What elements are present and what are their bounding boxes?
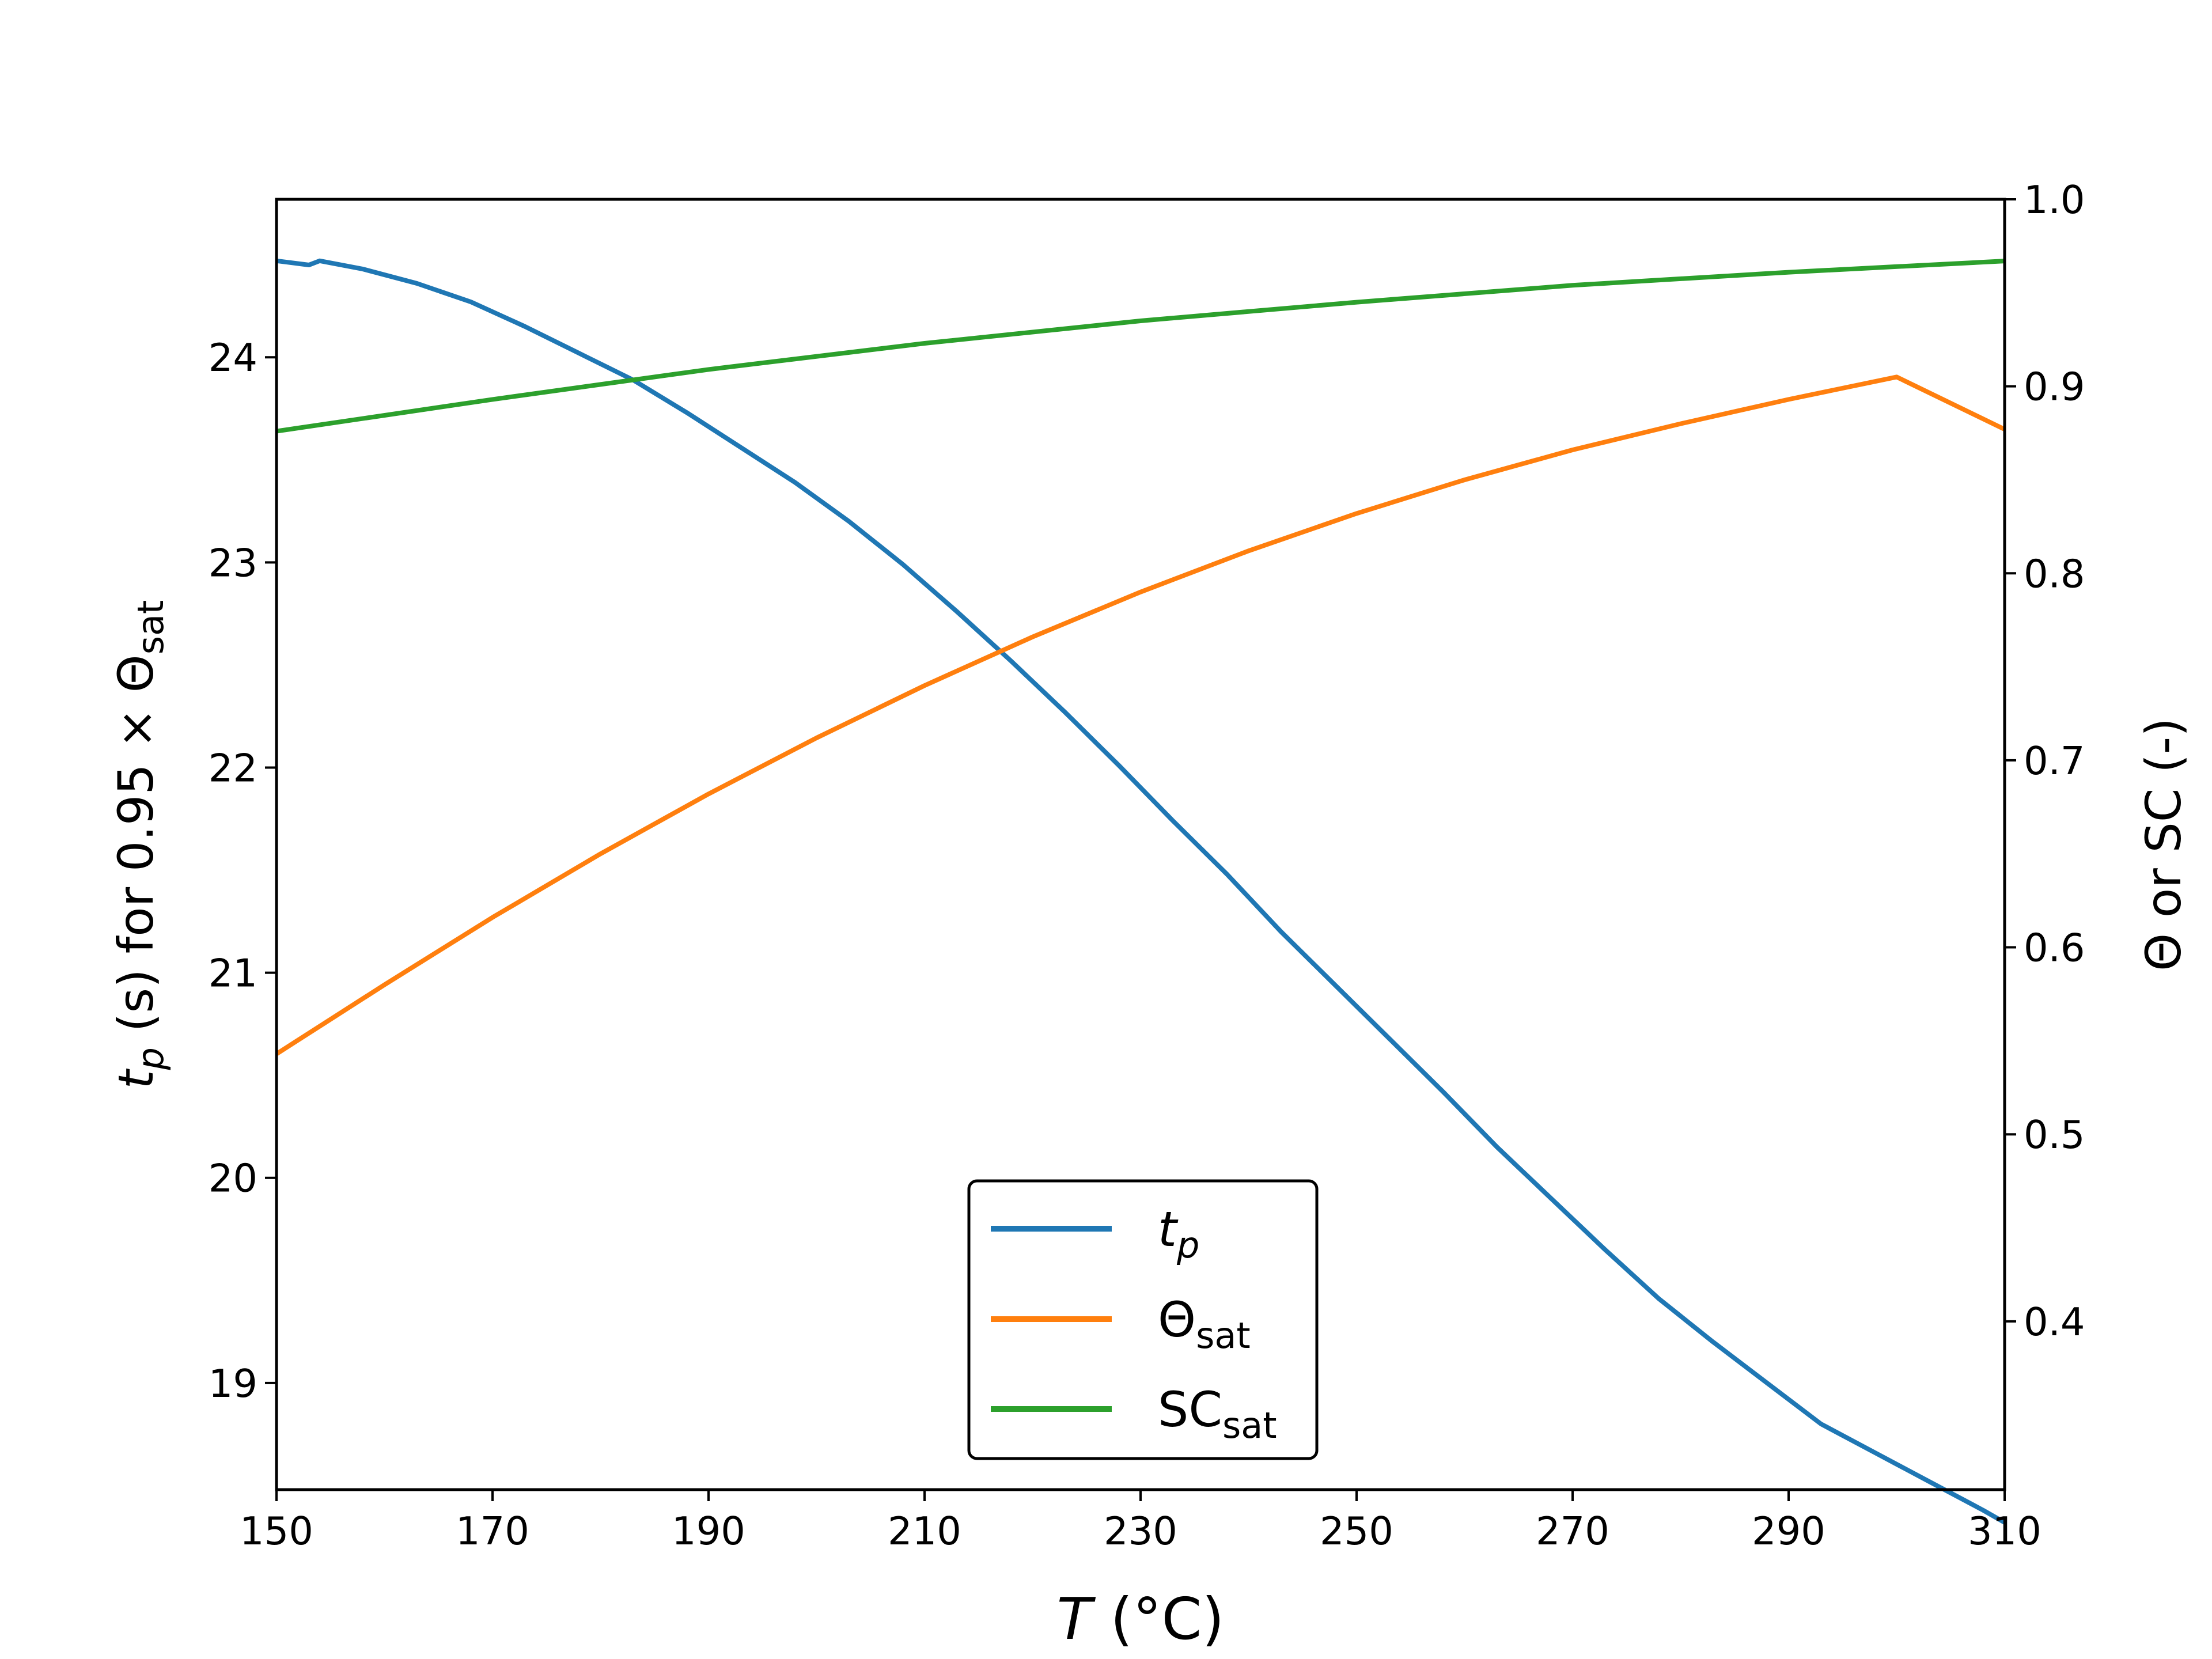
series-line-1 (275, 374, 2006, 1056)
series-lines (275, 258, 2006, 1525)
y-left-tick-label: 20 (209, 1156, 257, 1201)
y-right-tick-label: 0.8 (2024, 551, 2085, 596)
x-tick-label: 150 (240, 1509, 313, 1554)
x-tick-label: 210 (888, 1509, 961, 1554)
series-line-2 (276, 259, 2005, 434)
y-right-tick-label: 0.6 (2024, 926, 2085, 971)
y-left-tick-label: 23 (209, 540, 257, 585)
x-axis: 150 170 190 210 230 250 270 290 310 (240, 1490, 2041, 1554)
y-left-tick-label: 21 (209, 951, 257, 996)
y-axis-left: 19 20 21 22 23 24 (209, 335, 276, 1406)
legend-frame (967, 1179, 1319, 1460)
legend-label-sc: SCsat (1158, 1381, 1277, 1446)
y-right-tick-label: 0.7 (2024, 738, 2085, 783)
series-line-0 (276, 258, 2006, 1525)
y-right-tick-label: 0.9 (2024, 365, 2085, 410)
x-tick-label: 170 (456, 1509, 529, 1554)
y-left-tick-label: 19 (209, 1361, 257, 1406)
y-axis-left-label: tp (s) for 0.95 × Θsat (108, 600, 172, 1089)
legend: tp Θsat SCsat (967, 1179, 1319, 1460)
legend-label-tp: tp (1158, 1201, 1199, 1266)
x-axis-label: T (°C) (1057, 1585, 1225, 1653)
x-tick-label: 290 (1752, 1509, 1825, 1554)
x-tick-label: 250 (1320, 1509, 1393, 1554)
y-right-tick-label: 0.4 (2024, 1300, 2085, 1344)
y-left-tick-label: 22 (209, 745, 257, 790)
y-right-tick-label: 1.0 (2024, 177, 2085, 222)
y-right-tick-label: 0.5 (2024, 1112, 2085, 1157)
x-tick-label: 310 (1968, 1509, 2041, 1554)
x-tick-label: 230 (1104, 1509, 1177, 1554)
legend-label-theta: Θsat (1158, 1291, 1251, 1357)
y-axis-right: 0.4 0.5 0.6 0.7 0.8 0.9 1.0 (2005, 177, 2085, 1344)
x-tick-label: 190 (672, 1509, 745, 1554)
y-left-tick-label: 24 (209, 335, 257, 380)
x-tick-label: 270 (1536, 1509, 1609, 1554)
y-axis-right-label: Θ or SC (-) (2135, 718, 2192, 971)
